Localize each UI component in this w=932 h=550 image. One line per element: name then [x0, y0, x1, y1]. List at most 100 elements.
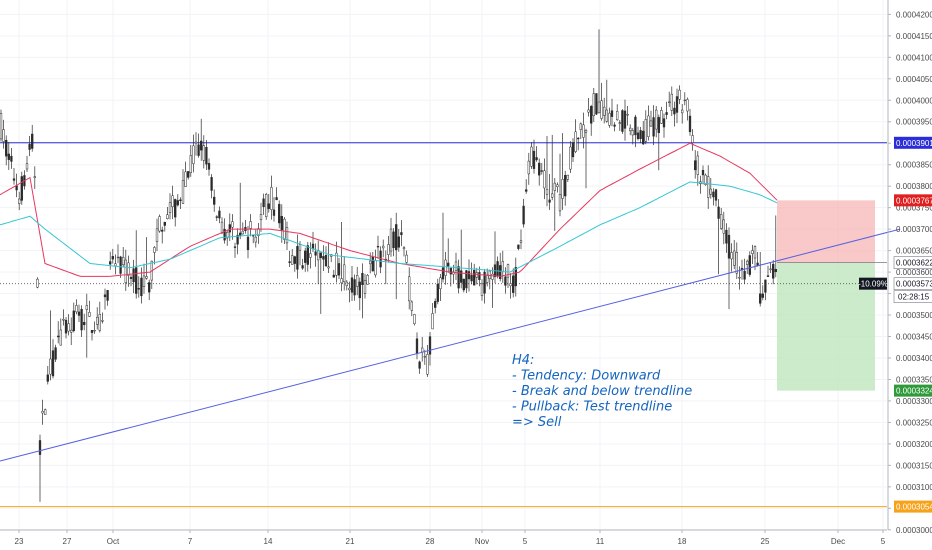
- candle-body: [759, 293, 762, 304]
- time-axis[interactable]: 23 27 Oct 7 14 21 28 Nov 5 11 18 25 Dec 5: [0, 529, 887, 546]
- candle-body: [712, 191, 715, 198]
- candle-body: [761, 293, 764, 298]
- candle-body: [512, 275, 515, 293]
- candle-body: [421, 347, 424, 353]
- candle-body: [96, 316, 99, 325]
- trendline-group[interactable]: [0, 228, 901, 462]
- candle-body: [62, 318, 65, 321]
- ma-red-line: [0, 142, 778, 277]
- candle-body: [415, 338, 419, 354]
- price-tick-label: 0.0003850: [896, 161, 932, 170]
- candle-body: [220, 221, 224, 234]
- candle-body: [10, 155, 13, 162]
- candle-body: [688, 115, 692, 133]
- candle-body: [387, 244, 390, 255]
- candle-body: [444, 259, 447, 276]
- time-tick-label: 23: [15, 537, 24, 546]
- candle-body: [522, 205, 525, 225]
- candle-body: [179, 199, 182, 201]
- candle-body: [738, 276, 741, 279]
- candle-body: [473, 269, 476, 286]
- candle-body: [18, 198, 21, 204]
- entry-price-tag: 0.0003622: [896, 259, 932, 268]
- candle-body: [239, 232, 242, 236]
- candle-body: [103, 294, 107, 298]
- candle-body: [514, 267, 517, 287]
- candle-body: [181, 180, 185, 204]
- candle-body: [70, 329, 73, 333]
- candle-body: [558, 194, 562, 212]
- candle-body: [280, 216, 283, 231]
- candle-body: [475, 272, 478, 278]
- candle-body: [327, 266, 330, 269]
- trendline[interactable]: [0, 228, 901, 462]
- change-badge: -10.09%: [858, 280, 888, 289]
- candle-body: [694, 160, 697, 171]
- candle-body: [392, 231, 395, 248]
- price-tick-label: 0.0004050: [896, 75, 932, 84]
- price-tick-label: 0.0003500: [896, 311, 932, 320]
- candle-body: [735, 252, 738, 274]
- time-tick-label: Nov: [475, 537, 489, 546]
- candle-body: [751, 250, 754, 254]
- candle-body: [701, 170, 705, 176]
- time-tick-label: 5: [881, 537, 886, 546]
- candle-body: [465, 270, 468, 289]
- candle-body: [293, 256, 296, 264]
- candle-body: [426, 354, 429, 375]
- candle-body: [662, 118, 666, 128]
- candle-body: [309, 253, 312, 258]
- candle-body: [743, 270, 746, 280]
- candle-body: [176, 200, 179, 206]
- candle-body: [57, 335, 60, 338]
- candle-body: [543, 170, 546, 189]
- candle-body: [174, 199, 177, 218]
- candle-body: [766, 275, 770, 277]
- candle-body: [116, 256, 120, 259]
- candle-body: [25, 163, 29, 170]
- candle-body: [376, 246, 380, 248]
- candle-body: [80, 309, 83, 331]
- candle-body: [314, 251, 317, 256]
- candle-body: [158, 216, 161, 232]
- candle-body: [566, 174, 569, 180]
- candle-body: [441, 267, 445, 280]
- candle-body: [733, 250, 736, 266]
- candle-body: [145, 276, 148, 279]
- candle-body: [192, 145, 195, 164]
- candle-body: [748, 255, 751, 275]
- candle-body: [236, 234, 239, 245]
- candle-body: [480, 283, 484, 297]
- candle-body: [660, 110, 663, 124]
- candle-body: [72, 310, 75, 331]
- candle-body: [98, 314, 101, 331]
- candle-body: [184, 171, 187, 187]
- candle-body: [584, 130, 588, 133]
- candle-body: [93, 330, 96, 332]
- candle-body: [382, 245, 385, 249]
- candle-body: [616, 111, 619, 121]
- time-tick-label: 11: [596, 537, 605, 546]
- candle-body: [470, 275, 473, 282]
- candle-body: [626, 114, 629, 116]
- candle-body: [709, 188, 712, 195]
- candle-body: [668, 101, 671, 103]
- candle-body: [283, 218, 286, 240]
- candle-body: [603, 106, 606, 116]
- candle-body: [553, 182, 556, 191]
- candle-body: [449, 267, 452, 275]
- candle-body: [77, 311, 81, 316]
- price-tick-label: 0.0003800: [896, 182, 932, 191]
- time-tick-label: 14: [264, 537, 273, 546]
- candle-body: [389, 228, 393, 252]
- candle-body: [298, 244, 302, 251]
- candle-body: [506, 264, 510, 278]
- candle-body: [683, 99, 686, 102]
- candle-body: [83, 321, 86, 326]
- candle-body: [730, 252, 733, 260]
- candle-body: [647, 115, 650, 137]
- candle-body: [44, 409, 47, 415]
- candle-body: [707, 176, 710, 198]
- candle-body: [642, 130, 645, 145]
